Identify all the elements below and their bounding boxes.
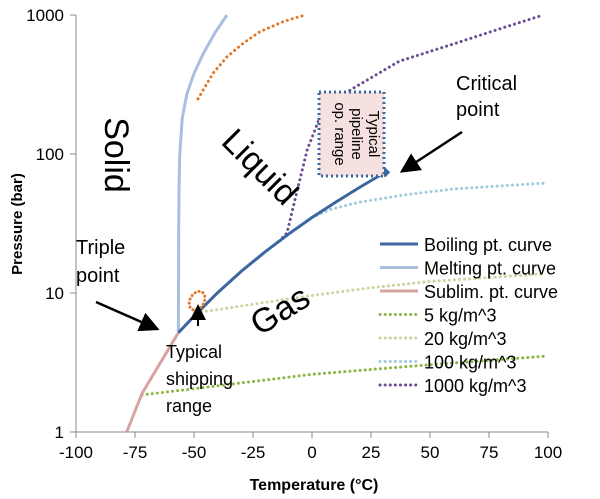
legend-label: Melting pt. curve [424,259,556,279]
series-sublim-pt-curve [125,331,180,433]
critical-point-label-1: Critical [456,73,517,95]
triple-point-label-1: Triple [76,237,125,259]
x-tick-label: 50 [421,443,440,462]
y-tick-label: 1000 [26,6,64,25]
x-tick-label: -75 [123,443,148,462]
y-tick-label: 10 [45,284,64,303]
shipping-label-3: range [166,396,212,416]
liquid-region-label: Liquid [214,122,305,213]
x-tick-label: -25 [241,443,266,462]
legend-label: 1000 kg/m^3 [424,376,527,396]
x-tick-label: 75 [480,443,499,462]
y-tick-label: 1 [55,423,64,442]
gas-region-label: Gas [244,278,317,343]
series-100-kg-m-3 [277,181,550,243]
x-axis-label: Temperature (°C) [250,477,379,494]
critical-point-arrow [399,130,463,173]
legend-label: Sublim. pt. curve [424,282,558,302]
shipping-label-1: Typical [166,342,222,362]
pipeline-range-box [317,90,386,178]
triple-point-arrow [95,300,160,332]
pipeline-label: Typical pipeline op. range [331,102,382,165]
series-20-kg-m-3 [194,272,543,315]
series-melting-pt-curve [176,14,229,333]
x-tick-label: 0 [307,443,316,462]
legend-label: 5 kg/m^3 [424,306,496,326]
critical-point-label-2: point [456,99,500,121]
triple-point-label-2: point [76,265,120,287]
legend-label: 100 kg/m^3 [424,353,517,373]
solid-region-label: Solid [97,117,135,193]
x-tick-label: -50 [182,443,207,462]
pipeline-label-line3: op. range [331,102,348,165]
x-tick-label: 100 [534,443,562,462]
legend: Boiling pt. curve Melting pt. curve Sublim… [378,235,558,396]
legend-label: Boiling pt. curve [424,235,552,255]
y-tick-label: 100 [36,145,64,164]
x-tick-label: 25 [362,443,381,462]
pipeline-label-line1: Typical [365,111,382,158]
series-5-kg-m-3 [140,354,550,397]
x-tick-label: -100 [59,443,93,462]
orange-dotted-curve [196,13,307,101]
legend-label: 20 kg/m^3 [424,329,507,349]
pipeline-label-line2: pipeline [348,108,365,160]
shipping-label-2: shipping [166,369,233,389]
y-axis-label: Pressure (bar) [9,173,26,275]
